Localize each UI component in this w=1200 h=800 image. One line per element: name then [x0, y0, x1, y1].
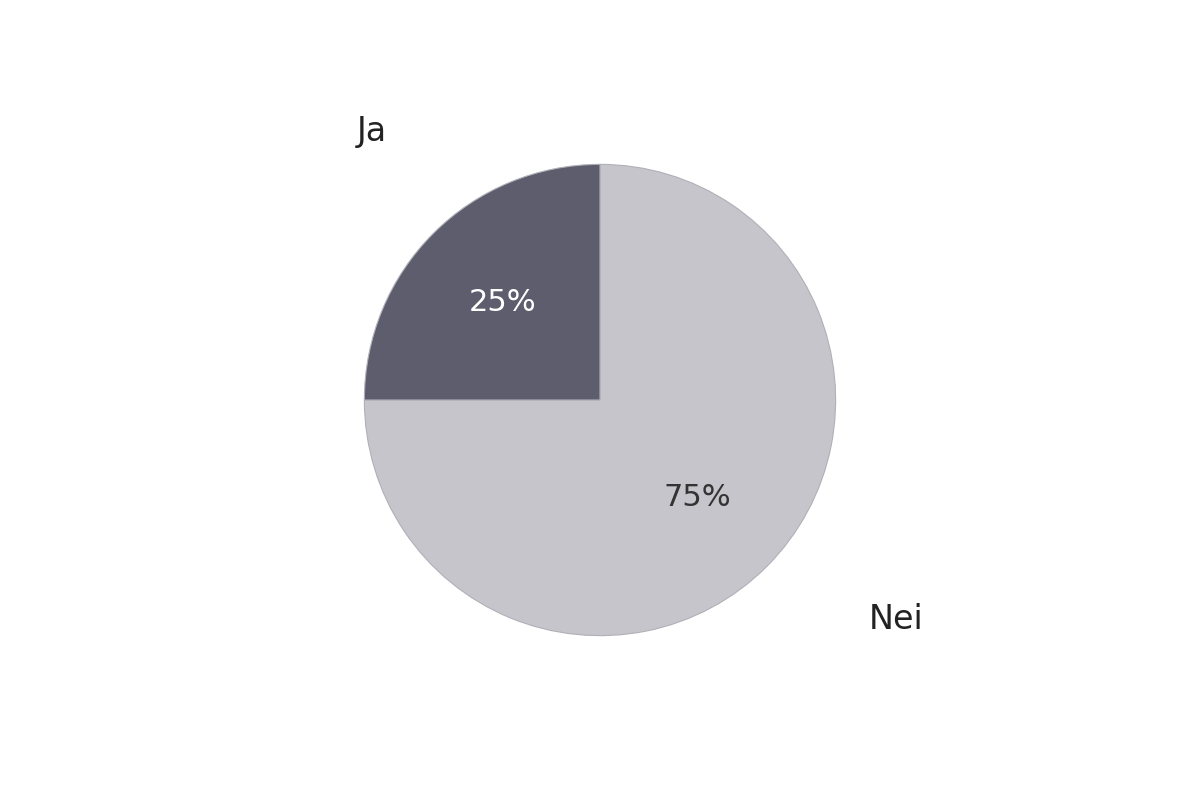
Wedge shape [365, 164, 600, 400]
Text: Ja: Ja [358, 115, 388, 148]
Text: Nei: Nei [869, 602, 923, 636]
Text: 25%: 25% [469, 288, 536, 318]
Text: 75%: 75% [664, 482, 731, 512]
Wedge shape [365, 164, 835, 636]
